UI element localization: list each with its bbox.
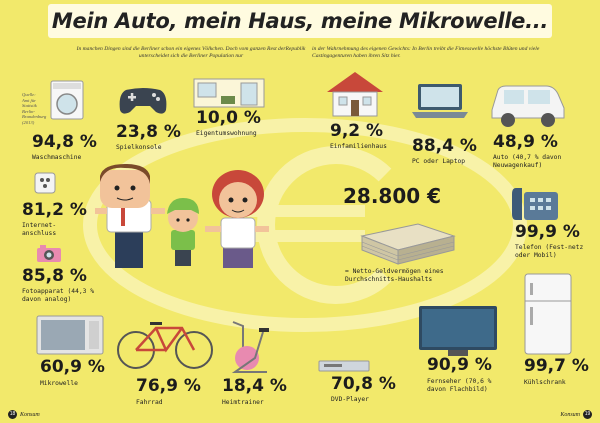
microwave-icon: [36, 315, 104, 355]
spielkonsole-value: 23,8 %: [116, 122, 181, 142]
footer-right: Konsum 19: [560, 410, 592, 419]
telephone-icon: [512, 188, 558, 220]
eigentum-label: Eigentumswohnung: [196, 130, 257, 137]
mikrowelle-value: 60,9 %: [40, 357, 105, 377]
telefon-label: Telefon (Fest-netz oder Mobil): [515, 244, 584, 259]
washing-machine-icon: [50, 80, 84, 120]
geld-value: 28.800 €: [343, 184, 442, 208]
pc-value: 88,4 %: [412, 136, 477, 156]
dvd-label: DVD-Player: [331, 396, 369, 403]
einfamilienhaus-label: Einfamilienhaus: [330, 143, 387, 150]
spielkonsole-label: Spielkonsole: [116, 144, 162, 151]
auto-value: 48,9 %: [493, 132, 558, 152]
foto-value: 85,8 %: [22, 266, 87, 286]
kuehlschrank-value: 99,7 %: [524, 356, 589, 376]
fernseher-value: 90,9 %: [427, 355, 492, 375]
router-icon: [34, 172, 56, 194]
title-bar: Mein Auto, mein Haus, meine Mikrowelle..…: [48, 4, 552, 38]
intro-left: In manchen Dingen sind die Berliner scho…: [76, 46, 306, 59]
footer-left: 18 Konsum: [8, 410, 40, 419]
pc-label: PC oder Laptop: [412, 158, 466, 165]
television-icon: [419, 306, 497, 356]
internet-label: Internet-anschluss: [22, 222, 57, 237]
refrigerator-icon: [524, 273, 572, 355]
internet-value: 81,2 %: [22, 200, 87, 220]
waschmaschine-label: Waschmaschine: [32, 154, 82, 161]
eigentum-value: 10,0 %: [196, 108, 261, 128]
exercise-bike-icon: [231, 321, 269, 373]
dvd-player-icon: [318, 360, 370, 372]
fahrrad-label: Fahrrad: [136, 399, 163, 406]
car-icon: [491, 85, 565, 127]
laptop-icon: [412, 84, 468, 118]
camera-icon: [37, 245, 61, 262]
mikrowelle-label: Mikrowelle: [40, 380, 78, 387]
family-illustration: [95, 164, 269, 268]
waschmaschine-value: 94,8 %: [32, 132, 97, 152]
telefon-value: 99,9 %: [515, 222, 580, 242]
kuehlschrank-label: Kühlschrank: [524, 379, 566, 386]
intro-right: in der Wahrnehmung des eigenen Gewichts:…: [312, 46, 540, 59]
page-number-right: 19: [583, 410, 592, 419]
footer-label-left: Konsum: [20, 411, 40, 418]
dvd-value: 70,8 %: [331, 374, 396, 394]
auto-label: Auto (40,7 % davon Neuwagenkauf): [493, 154, 562, 169]
page-title: Mein Auto, mein Haus, meine Mikrowelle..…: [51, 9, 549, 33]
apartment-icon: [193, 78, 265, 108]
source-note: Quelle: Amt für Statistik Berlin-Branden…: [22, 92, 47, 125]
heimtrainer-value: 18,4 %: [222, 376, 287, 396]
house-icon: [327, 72, 383, 117]
footer-label-right: Konsum: [560, 411, 580, 418]
page-number-left: 18: [8, 410, 17, 419]
heimtrainer-label: Heimtrainer: [222, 399, 264, 406]
foto-label: Fotoapparat (44,3 % davon analog): [22, 288, 95, 303]
einfamilienhaus-value: 9,2 %: [330, 121, 384, 141]
fahrrad-value: 76,9 %: [136, 376, 201, 396]
euro-emblem-background: [83, 118, 527, 332]
money-stack-icon: [360, 223, 456, 265]
bicycle-icon: [117, 322, 213, 369]
geld-label: = Netto-Geldvermögen eines Durchschnitts…: [345, 268, 444, 283]
fernseher-label: Fernseher (70,6 % davon Flachbild): [427, 378, 492, 393]
game-controller-icon: [119, 88, 167, 114]
